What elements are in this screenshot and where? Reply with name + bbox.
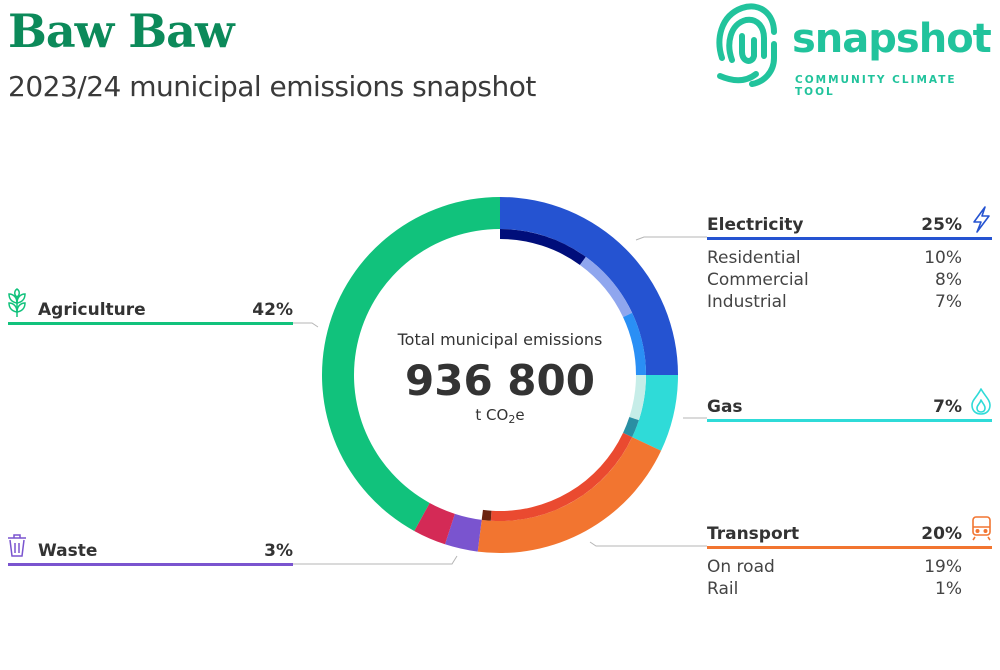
legend-electricity-sub-commercial: Commercial [707, 270, 809, 290]
legend-transport-sub-onroad-percent: 19% [924, 557, 962, 577]
lightning-icon [973, 206, 990, 233]
flame-icon [971, 388, 991, 415]
legend-electricity-percent: 25% [921, 215, 962, 235]
emissions-unit: t CO2e [475, 406, 524, 426]
center-title: Total municipal emissions [397, 330, 603, 349]
legend-waste: Waste 3% [8, 534, 293, 566]
page-subtitle: 2023/24 municipal emissions snapshot [8, 70, 536, 103]
legend-agriculture-percent: 42% [252, 300, 293, 320]
leader-electricity [635, 236, 707, 241]
legend-electricity-sub-residential: Residential [707, 248, 801, 268]
legend-transport-percent: 20% [921, 524, 962, 544]
donut-subslice-gas-unlabelled-0 [629, 375, 646, 421]
donut-subslice-electricity-residential [500, 229, 586, 265]
total-emissions-value: 936 800 [405, 356, 595, 405]
legend-agriculture-underline [8, 322, 293, 325]
donut-slice-agriculture [321, 197, 500, 531]
donut-slice-electricity [500, 197, 678, 375]
donut-subslice-transport-rail [481, 509, 492, 521]
legend-gas-percent: 7% [933, 397, 962, 417]
legend-gas-underline [707, 419, 992, 422]
legend-electricity-name: Electricity [707, 215, 804, 235]
train-icon [972, 516, 991, 541]
legend-agriculture-name: Agriculture [38, 300, 146, 320]
leader-waste [293, 555, 458, 565]
legend-electricity-sub-residential-percent: 10% [924, 248, 962, 268]
legend-electricity: Electricity 25% Residential 10% Commerci… [707, 206, 992, 312]
legend-electricity-underline [707, 237, 992, 240]
plant-icon [8, 288, 26, 317]
donut-slice-waste [444, 513, 482, 552]
legend-transport-sub-rail: Rail [707, 579, 738, 599]
donut-subslice-electricity-industrial [623, 312, 646, 375]
donut-subslice-gas-unlabelled-1 [623, 417, 639, 438]
legend-waste-name: Waste [38, 541, 97, 561]
legend-gas-name: Gas [707, 397, 743, 417]
legend-electricity-sub-industrial-percent: 7% [935, 292, 962, 312]
legend-transport: Transport 20% On road 19% Rail 1% [707, 516, 992, 599]
donut-subslice-electricity-commercial [579, 256, 633, 318]
legend-electricity-sub-commercial-percent: 8% [935, 270, 962, 290]
legend-agriculture: Agriculture 42% [8, 288, 293, 325]
legend-waste-underline [8, 563, 293, 566]
snapshot-logo-tagline: COMMUNITY CLIMATE TOOL [795, 74, 957, 98]
legend-waste-percent: 3% [264, 541, 293, 561]
legend-gas: Gas 7% [707, 388, 992, 422]
donut-subslice-transport-on-road [490, 432, 633, 522]
snapshot-logo-wordmark: snapshot [792, 16, 992, 62]
snapshot-logo-icon [716, 3, 777, 87]
donut-slice-gas [632, 375, 678, 451]
legend-electricity-sub-industrial: Industrial [707, 292, 787, 312]
legend-transport-sub-onroad: On road [707, 557, 775, 577]
donut-slice-unlabelled-4 [414, 502, 455, 545]
legend-transport-name: Transport [707, 524, 799, 544]
municipality-title: Baw Baw [8, 4, 235, 58]
leader-transport [589, 541, 707, 547]
donut-slice-transport [477, 437, 662, 553]
leader-agriculture [293, 322, 319, 328]
legend-transport-underline [707, 546, 992, 549]
bin-icon [8, 534, 26, 557]
legend-transport-sub-rail-percent: 1% [935, 579, 962, 599]
